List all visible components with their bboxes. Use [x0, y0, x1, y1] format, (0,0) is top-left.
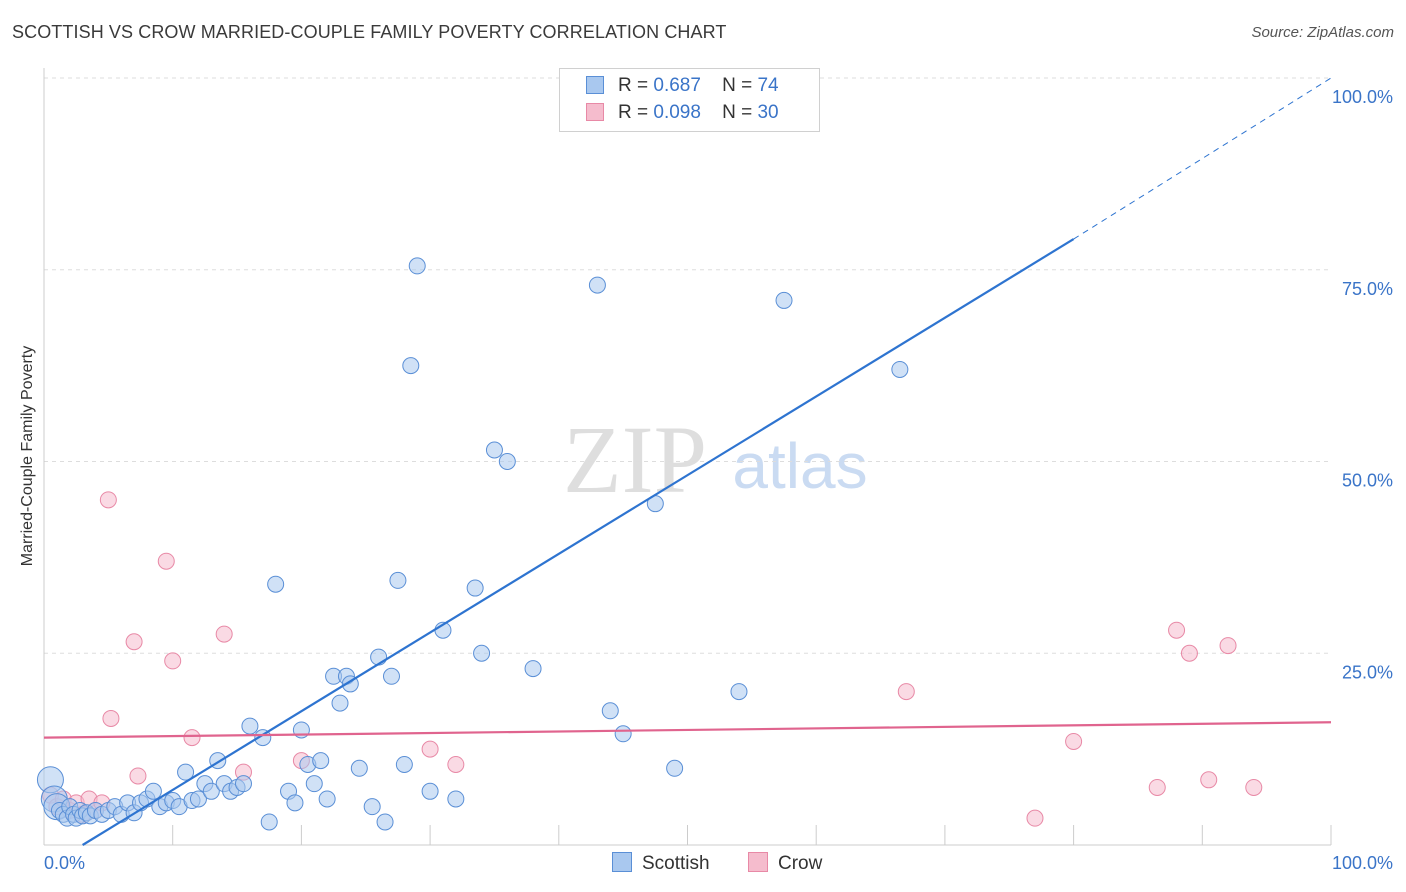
crow-point — [1180, 644, 1198, 662]
legend-item-crow[interactable]: Crow — [748, 852, 822, 875]
legend-swatch-scottish — [612, 852, 632, 872]
scottish-point — [666, 759, 684, 777]
scottish-point — [524, 660, 542, 678]
stats-box: R = 0.687 N = 74 R = 0.098 N = 30 — [559, 68, 820, 132]
scottish-swatch — [586, 76, 604, 94]
scottish-point — [775, 291, 793, 309]
crow-n-value: 30 — [757, 102, 779, 123]
scottish-point — [260, 813, 278, 831]
scottish-point — [421, 782, 439, 800]
legend-label-crow: Crow — [778, 853, 823, 874]
scottish-point — [267, 575, 285, 593]
crow-trendline — [43, 721, 1332, 739]
crow-point — [897, 683, 915, 701]
crow-point — [447, 755, 465, 773]
watermark: ZIP atlas — [563, 406, 868, 513]
scottish-point — [177, 763, 195, 781]
scottish-point — [305, 775, 323, 793]
crow-point — [1148, 778, 1166, 796]
scottish-point — [241, 717, 259, 735]
y-tick-label: 100.0% — [1332, 87, 1393, 107]
scottish-point — [286, 794, 304, 812]
crow-n-label: N = — [722, 102, 753, 123]
scottish-point — [370, 648, 388, 666]
watermark-atlas: atlas — [732, 430, 867, 502]
scottish-point — [447, 790, 465, 808]
scottish-point — [382, 667, 400, 685]
scottish-point — [485, 441, 503, 459]
source-label: Source: ZipAtlas.com — [1251, 24, 1394, 41]
scottish-n-label: N = — [722, 75, 753, 96]
scottish-point — [331, 694, 349, 712]
legend-item-scottish[interactable]: Scottish — [612, 852, 710, 875]
scottish-point — [389, 571, 407, 589]
y-tick-label: 75.0% — [1342, 279, 1393, 299]
crow-r-value: 0.098 — [653, 102, 701, 123]
crow-point — [157, 552, 175, 570]
scottish-point — [402, 357, 420, 375]
scottish-point — [144, 782, 162, 800]
y-tick-label: 25.0% — [1342, 662, 1393, 682]
x-tick-label: 100.0% — [1332, 853, 1393, 873]
crow-point — [1065, 732, 1083, 750]
crow-point — [1219, 637, 1237, 655]
crow-point — [215, 625, 233, 643]
scottish-n-value: 74 — [757, 75, 779, 96]
scottish-point — [473, 644, 491, 662]
crow-point — [125, 633, 143, 651]
scottish-point — [189, 790, 207, 808]
scottish-point — [363, 798, 381, 816]
crow-point — [183, 729, 201, 747]
crow-r-label: R = — [618, 102, 649, 123]
watermark-zip: ZIP — [563, 406, 707, 513]
crow-point — [102, 709, 120, 727]
scottish-point — [466, 579, 484, 597]
scottish-point — [202, 782, 220, 800]
grid — [44, 77, 1331, 654]
axes — [43, 68, 1332, 846]
crow-point — [1200, 771, 1218, 789]
x-tick-label: 0.0% — [44, 853, 85, 873]
scottish-point — [891, 360, 909, 378]
crow-point — [1168, 621, 1186, 639]
trendlines — [43, 77, 1332, 846]
crow-point — [421, 740, 439, 758]
scottish-r-label: R = — [618, 75, 649, 96]
scottish-point — [498, 453, 516, 470]
scottish-point — [312, 752, 330, 770]
tick-labels: 25.0% 50.0% 75.0% 100.0% 0.0% 100.0% — [44, 87, 1393, 873]
scottish-point — [318, 790, 336, 808]
y-tick-label: 50.0% — [1342, 471, 1393, 491]
scottish-point — [588, 276, 606, 294]
crow-point — [129, 767, 147, 785]
scottish-point — [376, 813, 394, 831]
crow-point — [1245, 778, 1263, 796]
scottish-trendline — [82, 238, 1075, 846]
crow-point — [99, 491, 117, 509]
scottish-point — [601, 702, 619, 720]
scottish-trendline-extension — [1073, 77, 1332, 240]
crow-point — [1026, 809, 1044, 827]
chart-title: SCOTTISH VS CROW MARRIED-COUPLE FAMILY P… — [12, 22, 727, 42]
crow-swatch — [586, 103, 604, 121]
legend-swatch-crow — [748, 852, 768, 872]
scottish-point — [234, 775, 252, 793]
scottish-r-value: 0.687 — [653, 75, 701, 96]
legend-label-scottish: Scottish — [642, 853, 710, 874]
scottish-series — [36, 257, 909, 831]
scottish-point — [395, 755, 413, 773]
crow-point — [164, 652, 182, 670]
scottish-point — [408, 257, 426, 275]
scottish-point — [730, 683, 748, 701]
scottish-point — [614, 725, 632, 743]
scottish-point — [350, 759, 368, 777]
